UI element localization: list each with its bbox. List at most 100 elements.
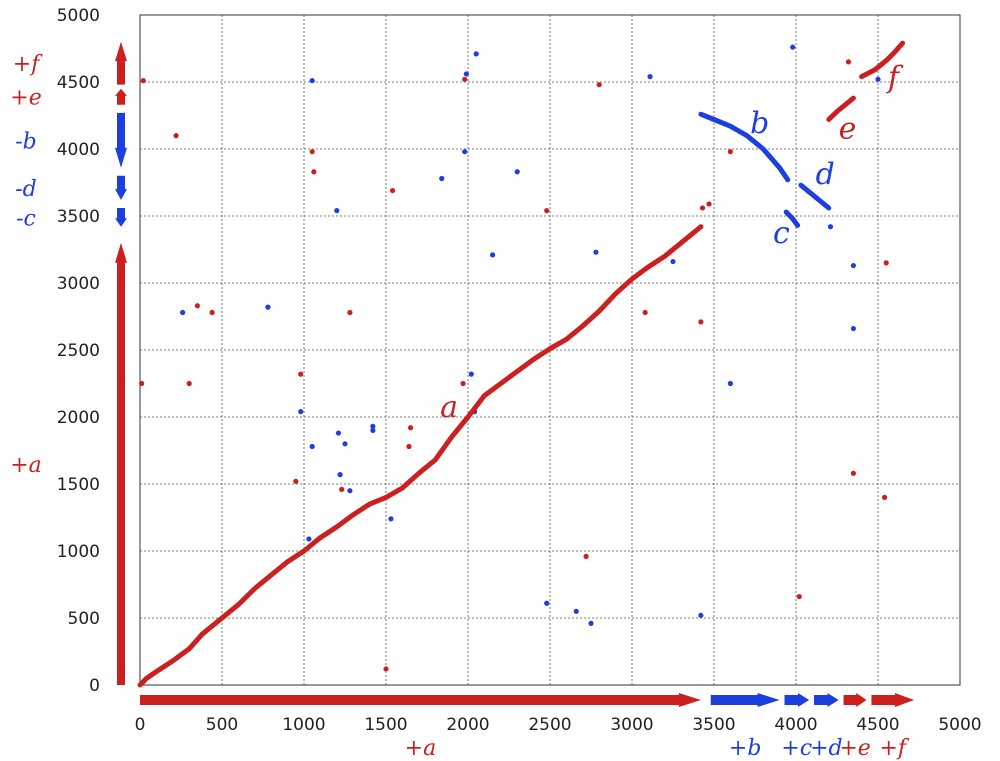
reverse-match-dot	[462, 149, 468, 155]
x-tick-label: 5000	[938, 715, 981, 735]
reverse-match-dot	[588, 620, 594, 626]
x-segment-arrow	[784, 693, 810, 707]
reverse-match-dot	[850, 262, 857, 269]
forward-match-dot	[850, 470, 857, 476]
x-segment-arrow	[140, 693, 701, 707]
reverse-match-dot	[544, 600, 550, 606]
forward-match-dot	[462, 76, 468, 82]
series-f-line	[859, 40, 906, 80]
forward-match-dot	[383, 666, 389, 672]
y-segment-arrow	[115, 175, 127, 200]
reverse-match-dot	[827, 224, 834, 230]
x-tick-label: 3500	[692, 715, 735, 735]
forward-match-dot	[139, 380, 145, 387]
y-tick-label: 2500	[57, 341, 100, 361]
reverse-match-dot	[698, 612, 704, 618]
y-segment-arrow	[115, 242, 127, 686]
forward-match-dot	[209, 309, 215, 316]
reverse-match-dot	[463, 71, 469, 77]
reverse-match-dot	[875, 76, 881, 82]
forward-match-dot	[194, 303, 200, 309]
reverse-match-dot	[335, 430, 342, 436]
y-tick-label: 1000	[57, 542, 100, 562]
x-axis-segments: +a +b +c+d+e +f	[140, 693, 915, 761]
series-d-line	[798, 182, 832, 211]
reverse-match-dot	[334, 208, 340, 214]
forward-match-dot	[140, 78, 146, 84]
forward-match-dot	[642, 309, 648, 316]
y-axis-ticks: 0 500 1000 1500 2000 2500 3000 3500 4000 4500 5000	[57, 6, 100, 696]
y-segment-label: -b	[15, 129, 37, 154]
reverse-match-dot	[670, 258, 676, 265]
y-segment-arrow	[115, 41, 127, 85]
forward-match-dot	[706, 201, 712, 207]
series-a-line	[137, 224, 704, 688]
y-tick-label: 3000	[57, 274, 100, 294]
x-tick-label: 1500	[364, 715, 407, 735]
x-segment-label: +f	[879, 736, 909, 761]
curve-label-c: c	[773, 216, 790, 251]
reverse-match-dot	[790, 44, 796, 50]
x-tick-label: 4500	[856, 715, 899, 735]
y-segment-label: +e	[10, 86, 41, 111]
reverse-match-dot	[388, 516, 394, 522]
series-c-line	[783, 209, 801, 228]
x-segment-arrow	[814, 693, 839, 707]
reverse-match-dot	[309, 443, 315, 450]
forward-match-dot	[796, 593, 802, 600]
reverse-match-dot	[439, 175, 445, 182]
x-segment-label: +a	[405, 736, 437, 761]
reverse-match-dot	[727, 380, 734, 387]
forward-match-dot	[298, 371, 304, 377]
y-axis-segments: +a -c -d -b +e +f	[10, 41, 127, 686]
forward-match-dot	[845, 59, 852, 65]
y-tick-label: 2000	[57, 408, 100, 428]
x-tick-label: 2000	[446, 715, 489, 735]
y-tick-label: 500	[68, 609, 100, 629]
forward-match-dot	[883, 260, 889, 266]
forward-match-dot	[186, 380, 192, 387]
reverse-match-dot	[647, 74, 653, 80]
alignment-series	[137, 40, 906, 688]
forward-match-dot	[544, 208, 550, 214]
y-tick-label: 1500	[57, 475, 100, 495]
curve-label-f: f	[886, 60, 904, 95]
x-tick-label: 0	[135, 715, 146, 735]
y-tick-label: 3500	[57, 207, 100, 227]
forward-match-dot	[596, 82, 602, 88]
y-segment-arrow	[115, 112, 127, 168]
x-segment-arrow	[871, 693, 915, 707]
forward-match-dot	[311, 169, 317, 175]
y-segment-label: -d	[15, 177, 37, 202]
forward-match-dot	[339, 486, 345, 492]
x-tick-label: 2500	[528, 715, 571, 735]
curve-label-e: e	[839, 111, 857, 146]
y-segment-label: -c	[16, 206, 36, 231]
x-tick-label: 500	[206, 715, 238, 735]
reverse-match-dot	[490, 252, 496, 258]
reverse-match-dot	[593, 249, 599, 255]
forward-match-dot	[173, 133, 179, 139]
forward-match-dot	[389, 187, 396, 194]
x-tick-label: 3000	[610, 715, 653, 735]
forward-match-dot	[583, 553, 589, 559]
reverse-match-dot	[337, 472, 343, 478]
y-tick-label: 5000	[57, 6, 100, 26]
y-segment-label: +f	[13, 52, 43, 77]
reverse-match-dot	[342, 441, 348, 447]
reverse-match-dot	[473, 51, 479, 57]
forward-match-dot	[309, 149, 315, 155]
reverse-match-dot	[370, 427, 376, 433]
curve-label-b: b	[750, 106, 769, 141]
x-tick-label: 4000	[774, 715, 817, 735]
y-tick-label: 0	[89, 676, 100, 696]
reverse-match-dot	[347, 488, 353, 494]
series-e-line	[826, 95, 856, 122]
x-segment-arrow	[843, 693, 867, 707]
forward-match-dot	[408, 425, 414, 431]
forward-match-dot	[727, 149, 734, 155]
forward-match-dot	[460, 380, 466, 387]
y-segment-arrow	[115, 88, 127, 105]
y-segment-label: +a	[10, 453, 42, 478]
